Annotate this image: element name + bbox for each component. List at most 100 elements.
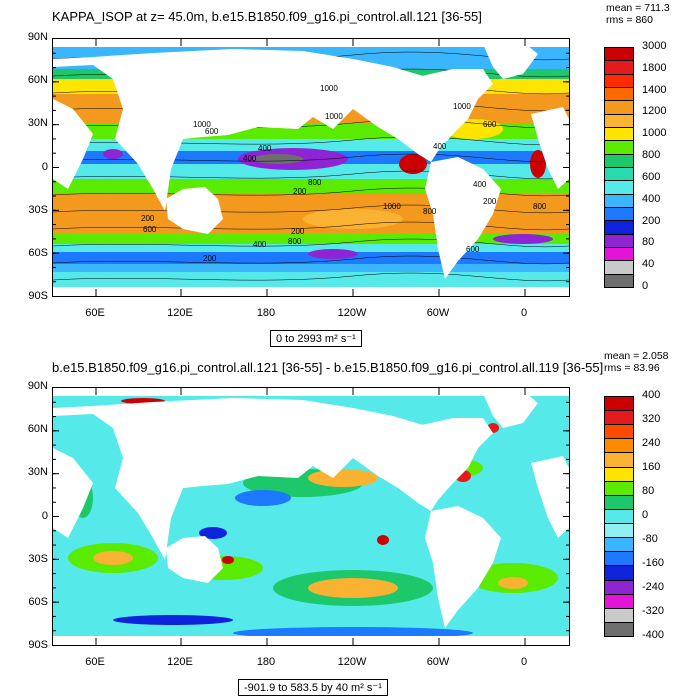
colorbar-label: 240 bbox=[642, 437, 661, 449]
y-tick-label: 30S bbox=[28, 552, 48, 565]
chart-title: b.e15.B1850.f09_g16.pi_control.all.121 [… bbox=[52, 360, 604, 375]
map-plot bbox=[52, 387, 570, 646]
contour-label: 200 bbox=[291, 227, 305, 236]
colorbar-swatch bbox=[604, 140, 634, 155]
colorbar-label: 40 bbox=[642, 258, 655, 271]
field-blob bbox=[308, 578, 398, 598]
y-tick-label: 0 bbox=[41, 160, 48, 173]
field-band bbox=[53, 264, 569, 274]
colorbar-swatch bbox=[604, 193, 634, 208]
colorbar-label: 1000 bbox=[642, 127, 667, 140]
land-mask bbox=[483, 42, 538, 79]
colorbar-label: 600 bbox=[642, 170, 661, 183]
colorbar-label: -320 bbox=[642, 605, 665, 617]
colorbar-label: 400 bbox=[642, 192, 661, 205]
contour-line bbox=[53, 238, 569, 248]
colorbar-label: 0 bbox=[642, 509, 649, 521]
y-tick-label: 90S bbox=[28, 639, 48, 651]
land-mask bbox=[483, 391, 538, 428]
land-mask bbox=[53, 388, 569, 396]
x-tick-label: 180 bbox=[256, 656, 276, 668]
colorbar-swatch bbox=[604, 273, 634, 288]
contour-label: 1000 bbox=[325, 112, 343, 121]
field-blob bbox=[498, 577, 528, 589]
stats-block: mean = 711.3 rms = 860 bbox=[606, 2, 670, 26]
contour-label: 800 bbox=[423, 207, 437, 216]
land-mask bbox=[531, 107, 569, 189]
y-tick-label: 90N bbox=[27, 31, 48, 43]
colorbar-swatch bbox=[604, 424, 634, 440]
land-mask bbox=[425, 157, 501, 279]
land-mask bbox=[425, 506, 501, 628]
colorbar-swatch bbox=[604, 607, 634, 623]
contour-label: 200 bbox=[293, 187, 307, 196]
map-svg bbox=[53, 388, 569, 645]
contour-line bbox=[53, 221, 569, 231]
x-tick-label: 0 bbox=[520, 307, 528, 319]
field-blob bbox=[222, 556, 234, 564]
colorbar-swatch bbox=[604, 593, 634, 609]
mean-label: mean = 2.058 bbox=[604, 350, 669, 362]
land-mask bbox=[531, 456, 569, 538]
field-blob bbox=[377, 535, 389, 545]
land-mask bbox=[353, 69, 493, 162]
x-tick-label: 120W bbox=[337, 307, 367, 319]
y-tick-label: 0 bbox=[41, 509, 48, 522]
y-tick-label: 30N bbox=[27, 117, 48, 130]
contour-line bbox=[53, 187, 569, 197]
field-blob bbox=[113, 615, 233, 625]
panel-top: KAPPA_ISOP at z= 45.0m, b.e15.B1850.f09_… bbox=[27, 2, 684, 347]
contour-label: 200 bbox=[203, 254, 217, 263]
colorbar-swatch bbox=[604, 180, 634, 195]
contour-label: 1000 bbox=[320, 84, 338, 93]
contour-label: 600 bbox=[143, 225, 157, 234]
field-blob bbox=[253, 154, 303, 164]
contour-label: 400 bbox=[258, 144, 272, 153]
field-blob bbox=[493, 234, 553, 244]
colorbar-label: 400 bbox=[642, 389, 661, 401]
x-tick-label: 60W bbox=[426, 656, 450, 668]
x-tick-label: 0 bbox=[520, 656, 528, 668]
contour-line bbox=[53, 255, 569, 265]
colorbar-label: -240 bbox=[642, 581, 665, 593]
x-tick-label: 120E bbox=[167, 656, 193, 668]
colorbar-swatch bbox=[604, 537, 634, 553]
contour-line bbox=[53, 204, 569, 214]
range-label: -901.9 to 583.5 by 40 m² s⁻¹ bbox=[238, 679, 388, 696]
land-mask bbox=[166, 536, 223, 583]
land-mask bbox=[53, 448, 93, 538]
colorbar-swatch bbox=[604, 247, 634, 262]
colorbar-label: 1200 bbox=[642, 105, 667, 118]
field-blob bbox=[399, 154, 427, 174]
colorbar-label: 80 bbox=[642, 236, 655, 249]
land-mask bbox=[53, 39, 569, 47]
contour-label: 600 bbox=[205, 127, 219, 136]
colorbar-label: 80 bbox=[642, 485, 655, 497]
contour-label: 400 bbox=[253, 240, 267, 249]
x-tick-label: 180 bbox=[256, 307, 276, 319]
field-blob bbox=[103, 149, 123, 159]
colorbar-swatch bbox=[604, 233, 634, 248]
land-mask bbox=[53, 636, 569, 645]
field-blob bbox=[308, 469, 378, 487]
colorbar-label: 800 bbox=[642, 149, 661, 162]
colorbar-swatch bbox=[604, 466, 634, 482]
colorbar-label: -400 bbox=[642, 629, 665, 641]
colorbar-swatch bbox=[604, 508, 634, 525]
contour-label: 1000 bbox=[383, 202, 401, 211]
contour-label: 600 bbox=[466, 245, 480, 254]
contour-label: 600 bbox=[483, 120, 497, 129]
contour-line bbox=[53, 272, 569, 282]
colorbar-label: 1800 bbox=[642, 61, 667, 74]
colorbar: 3000 1800 1400 1200 1000 800 600 400 200 80 40 0 bbox=[604, 40, 684, 292]
field-blob bbox=[308, 249, 358, 259]
y-tick-label: 30S bbox=[28, 203, 48, 216]
colorbar-swatch bbox=[604, 565, 634, 581]
y-tick-label: 90S bbox=[28, 290, 48, 302]
colorbar-label: 160 bbox=[642, 461, 661, 473]
contour-label: 800 bbox=[288, 237, 302, 246]
field-blob bbox=[303, 209, 403, 229]
colorbar-swatch bbox=[604, 396, 634, 412]
contour-label: 1000 bbox=[193, 120, 211, 129]
